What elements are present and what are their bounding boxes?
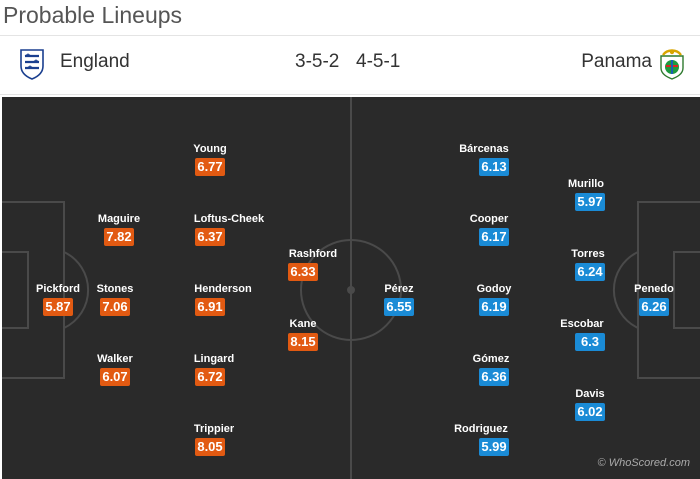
player-name: Lingard: [193, 353, 235, 365]
home-formation: 3-5-2: [295, 51, 340, 72]
player-rating: 6.02: [575, 403, 605, 421]
player-rating: 6.91: [195, 298, 225, 316]
player-rating: 6.24: [575, 263, 605, 281]
player-name: Godoy: [476, 283, 512, 295]
player-rating: 8.15: [288, 333, 318, 351]
home-team-name: England: [60, 51, 130, 72]
player-rating: 6.37: [195, 228, 225, 246]
player-rating: 5.97: [575, 193, 605, 211]
player-name: Walker: [97, 353, 133, 365]
page-title: Probable Lineups: [3, 2, 183, 28]
player-rating: 8.05: [195, 438, 225, 456]
player-name: Torres: [571, 248, 605, 260]
player-name: Gómez: [472, 353, 510, 365]
player-rating: 6.55: [384, 298, 414, 316]
player-name: Trippier: [193, 423, 235, 435]
player-rating: 6.36: [479, 368, 509, 386]
player-name: Pickford: [35, 283, 81, 295]
player-name: Escobar: [560, 318, 604, 330]
player-rating: 5.99: [479, 438, 509, 456]
player-name: Bárcenas: [459, 143, 509, 155]
england-crest-icon: [20, 49, 44, 80]
player-rating: 6.17: [479, 228, 509, 246]
player-name: Penedo: [634, 283, 674, 295]
player-name: Rodriguez: [454, 423, 508, 435]
player-rating: 6.33: [288, 263, 318, 281]
player-name: Rashford: [288, 248, 338, 260]
player-name: Cooper: [469, 213, 509, 225]
pitch-markings: [2, 97, 700, 479]
panama-crest-icon: [660, 49, 684, 80]
player-rating: 6.07: [100, 368, 130, 386]
player-rating: 6.19: [479, 298, 509, 316]
player-name: Loftus-Cheek: [193, 213, 265, 225]
player-name: Stones: [96, 283, 134, 295]
player-rating: 6.3: [575, 333, 605, 351]
away-formation: 4-5-1: [356, 51, 401, 72]
player-name: Pérez: [384, 283, 414, 295]
player-name: Davis: [575, 388, 605, 400]
pitch: Pickford 5.87 Maguire 7.82 Stones 7.06 W…: [2, 97, 700, 479]
player-rating: 5.87: [43, 298, 73, 316]
player-name: Murillo: [567, 178, 605, 190]
away-team-name: Panama: [581, 51, 652, 72]
player-rating: 7.82: [104, 228, 134, 246]
player-name: Henderson: [194, 283, 252, 295]
player-name: Young: [193, 143, 227, 155]
player-rating: 6.77: [195, 158, 225, 176]
player-rating: 6.72: [195, 368, 225, 386]
player-rating: 6.26: [639, 298, 669, 316]
player-rating: 6.13: [479, 158, 509, 176]
player-rating: 7.06: [100, 298, 130, 316]
copyright-text: © WhoScored.com: [597, 457, 690, 469]
player-name: Kane: [289, 318, 317, 330]
match-header: England 3-5-2 4-5-1 Panama: [0, 35, 700, 95]
player-name: Maguire: [97, 213, 141, 225]
